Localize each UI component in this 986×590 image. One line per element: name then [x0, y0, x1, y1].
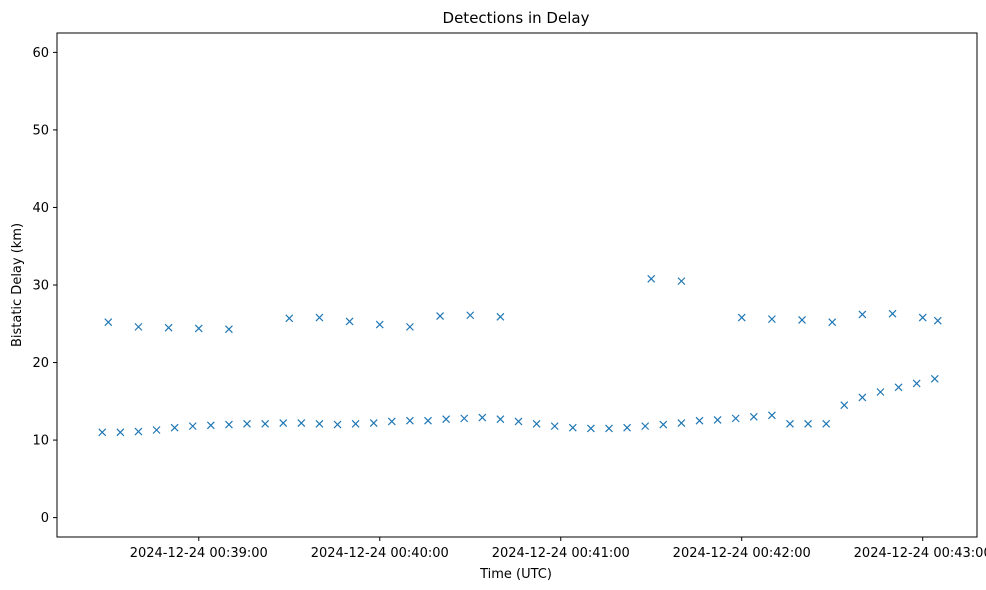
- data-point: [930, 374, 939, 383]
- y-tick-label: 60: [32, 46, 49, 61]
- data-point: [164, 323, 173, 332]
- data-point: [659, 420, 668, 429]
- data-point: [104, 318, 113, 327]
- data-point: [840, 401, 849, 410]
- data-point: [170, 423, 179, 432]
- data-point: [351, 419, 360, 428]
- data-point: [888, 309, 897, 318]
- data-point: [134, 322, 143, 331]
- data-point: [405, 322, 414, 331]
- data-point: [677, 419, 686, 427]
- data-point: [737, 313, 746, 322]
- data-point: [647, 274, 656, 283]
- scatter-points: [98, 274, 942, 437]
- data-point: [496, 312, 505, 321]
- data-point: [315, 313, 324, 322]
- y-tick-label: 40: [32, 201, 49, 216]
- data-point: [677, 277, 686, 286]
- data-point: [858, 393, 867, 402]
- data-point: [786, 419, 794, 428]
- data-point: [568, 423, 577, 432]
- data-point: [933, 316, 942, 325]
- data-point: [894, 383, 903, 392]
- x-tick-label: 2024-12-24 00:39:00: [130, 546, 268, 561]
- data-point: [225, 420, 233, 429]
- data-point: [822, 419, 831, 428]
- x-tick-label: 2024-12-24 00:40:00: [311, 546, 449, 561]
- data-point: [333, 420, 342, 429]
- data-point: [623, 423, 632, 432]
- data-point: [98, 428, 107, 437]
- data-point: [713, 415, 722, 424]
- data-point: [749, 412, 758, 421]
- data-point: [134, 427, 143, 436]
- data-point: [828, 318, 837, 327]
- data-point: [279, 419, 288, 427]
- x-tick-label: 2024-12-24 00:42:00: [673, 546, 811, 561]
- data-point: [152, 426, 161, 434]
- data-point: [798, 315, 806, 324]
- data-point: [876, 388, 885, 396]
- plot-area: [56, 32, 978, 538]
- data-point: [405, 416, 414, 425]
- data-point: [514, 417, 523, 426]
- data-point: [442, 415, 451, 424]
- data-point: [695, 416, 704, 425]
- y-axis: 0 10 20 30 40 50 60: [32, 46, 57, 526]
- data-point: [375, 320, 384, 329]
- data-point: [369, 419, 378, 427]
- x-axis-label: Time (UTC): [479, 567, 552, 582]
- data-point: [586, 424, 595, 433]
- data-point: [804, 419, 813, 428]
- y-axis-label: Bistatic Delay (km): [10, 223, 25, 347]
- data-point: [912, 379, 921, 388]
- data-point: [261, 419, 270, 428]
- data-point: [424, 416, 432, 425]
- data-point: [297, 419, 306, 427]
- data-point: [345, 317, 354, 326]
- data-point: [478, 413, 487, 422]
- y-tick-label: 30: [32, 279, 49, 294]
- x-axis: 2024-12-24 00:39:00 2024-12-24 00:40:00 20…: [130, 537, 986, 561]
- data-point: [858, 310, 867, 319]
- data-point: [641, 422, 650, 431]
- x-tick-label: 2024-12-24 00:43:00: [854, 546, 986, 561]
- data-point: [225, 325, 233, 334]
- data-point: [460, 414, 469, 423]
- data-point: [243, 419, 251, 428]
- data-point: [188, 422, 197, 431]
- data-point: [918, 313, 927, 322]
- data-point: [532, 419, 541, 428]
- data-point: [496, 415, 505, 424]
- x-tick-label: 2024-12-24 00:41:00: [492, 546, 630, 561]
- data-point: [387, 417, 396, 426]
- data-point: [767, 411, 776, 420]
- y-tick-label: 10: [32, 434, 49, 449]
- data-point: [731, 414, 740, 423]
- data-point: [550, 422, 559, 431]
- y-tick-label: 20: [32, 356, 49, 371]
- data-point: [194, 324, 203, 333]
- chart-title: Detections in Delay: [443, 9, 590, 27]
- y-tick-label: 0: [41, 511, 49, 526]
- data-point: [315, 419, 324, 428]
- data-point: [436, 312, 445, 320]
- data-point: [466, 311, 475, 320]
- data-point: [206, 421, 215, 430]
- data-point: [605, 424, 613, 433]
- y-tick-label: 50: [32, 123, 49, 138]
- data-point: [285, 314, 294, 323]
- data-point: [767, 315, 776, 324]
- data-point: [116, 428, 125, 437]
